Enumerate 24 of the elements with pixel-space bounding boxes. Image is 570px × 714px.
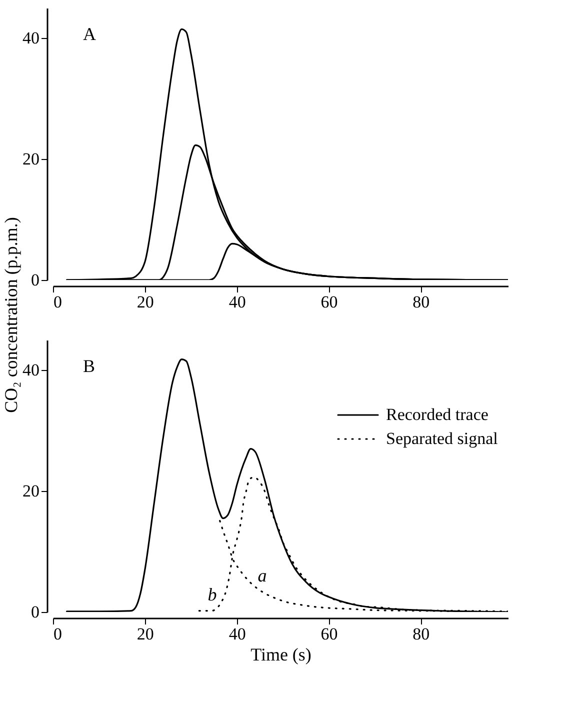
x-tick-label: 20: [136, 624, 154, 644]
y-tick-label: 40: [22, 28, 40, 48]
y-tick-label: 40: [22, 360, 40, 380]
annotation: a: [258, 566, 267, 586]
annotation: A: [83, 24, 96, 44]
y-tick-label: 20: [22, 150, 40, 169]
annotation: B: [83, 356, 96, 376]
x-tick-label: 40: [228, 292, 246, 312]
legend-label: Separated signal: [386, 429, 498, 448]
x-tick-label: 0: [54, 624, 62, 644]
y-tick-label: 0: [31, 602, 40, 622]
x-tick-label: 0: [54, 292, 62, 312]
legend-label: Recorded trace: [386, 405, 488, 424]
x-tick-label: 60: [320, 292, 338, 312]
annotation: b: [208, 584, 217, 605]
x-tick-label: 80: [412, 624, 430, 644]
x-tick-label: 40: [228, 624, 246, 644]
x-tick-label: 20: [136, 292, 154, 312]
y-tick-label: 20: [22, 482, 40, 501]
y-axis-title: CO₂ concentration (p.p.m.): [1, 217, 21, 413]
x-tick-label: 60: [320, 624, 338, 644]
y-tick-label: 0: [31, 270, 40, 290]
x-axis-title: Time (s): [250, 644, 312, 664]
x-tick-label: 80: [412, 292, 430, 312]
